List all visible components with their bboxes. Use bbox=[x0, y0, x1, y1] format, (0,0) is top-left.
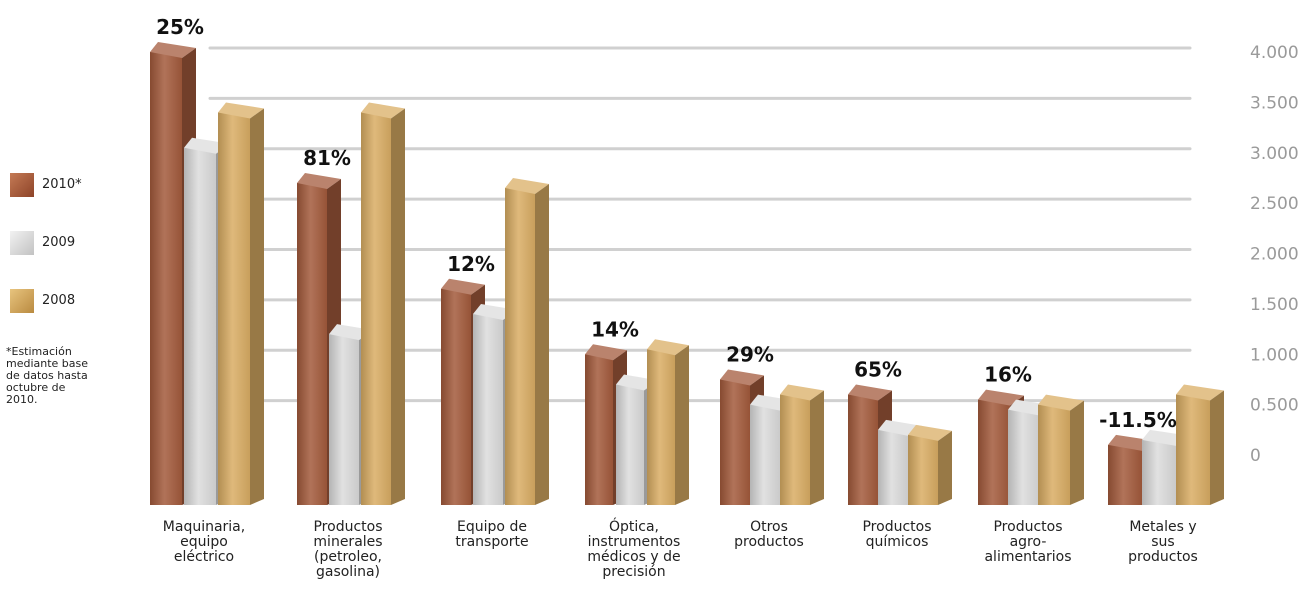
bar bbox=[780, 384, 824, 505]
bar-face bbox=[1176, 394, 1210, 505]
bar-face bbox=[647, 349, 675, 505]
bar-top bbox=[297, 172, 341, 189]
x-tick-label: Maquinaria, equipo eléctrico bbox=[163, 519, 245, 565]
bar-top bbox=[1038, 394, 1084, 411]
bar-side bbox=[675, 345, 689, 505]
bar-face bbox=[329, 334, 359, 505]
bar-face bbox=[1142, 439, 1176, 505]
bar-face bbox=[585, 354, 613, 505]
bar-face bbox=[1038, 404, 1070, 505]
bar-top bbox=[150, 42, 196, 58]
legend-swatch-2008 bbox=[10, 289, 34, 313]
bar-face bbox=[616, 384, 644, 505]
legend-label-2009: 2009 bbox=[42, 235, 76, 250]
y-tick-label: 4.000 bbox=[1250, 43, 1299, 63]
bar-top bbox=[361, 102, 405, 119]
x-tick-label: Óptica, instrumentos médicos y de precisión bbox=[587, 517, 680, 580]
bar bbox=[647, 339, 689, 505]
y-tick-label: 0.500 bbox=[1250, 396, 1299, 416]
growth-label-layer: 25% 81% 12% 14% 29% 65% 16% -11.5% bbox=[156, 15, 1177, 432]
bar-layer bbox=[150, 42, 1224, 505]
y-tick-label: 3.500 bbox=[1250, 93, 1299, 113]
bar-face bbox=[1108, 444, 1142, 505]
y-tick-label: 1.500 bbox=[1250, 295, 1299, 315]
legend-item-2009: 2009 bbox=[10, 231, 150, 259]
bar-top bbox=[848, 384, 892, 401]
bar-face bbox=[297, 182, 327, 505]
bar bbox=[1176, 384, 1224, 505]
bar-top bbox=[585, 344, 627, 361]
bar-top bbox=[218, 102, 264, 119]
bar-top bbox=[908, 424, 952, 441]
bar-face bbox=[750, 404, 780, 505]
bar bbox=[878, 419, 922, 505]
legend-swatch-2010 bbox=[10, 173, 34, 197]
bar-face bbox=[908, 434, 938, 505]
y-tick-label: 2.500 bbox=[1250, 194, 1299, 214]
legend-label-2008: 2008 bbox=[42, 293, 76, 308]
x-tick-label: Metales y sus productos bbox=[1128, 519, 1198, 565]
bar-face bbox=[1008, 409, 1040, 505]
bar bbox=[218, 102, 264, 505]
legend-label-2010: 2010* bbox=[42, 177, 82, 192]
bar-side bbox=[391, 108, 405, 505]
bar-face bbox=[473, 313, 503, 505]
bar-face bbox=[505, 188, 535, 505]
bar-top bbox=[441, 278, 485, 295]
bar-face bbox=[184, 147, 216, 505]
bar bbox=[908, 424, 952, 505]
legend-item-2008: 2008 bbox=[10, 289, 150, 317]
bar-top bbox=[505, 178, 549, 195]
y-tick-label: 0 bbox=[1250, 446, 1261, 466]
bar-side bbox=[1070, 400, 1084, 505]
bar-face bbox=[978, 399, 1010, 505]
bar-top bbox=[978, 389, 1024, 406]
growth-label: 65% bbox=[854, 358, 902, 382]
bar-side bbox=[810, 390, 824, 505]
x-tick-label: Productos químicos bbox=[862, 519, 931, 550]
bar-face bbox=[878, 429, 908, 505]
x-tick-label: Productos agro-alimentarios bbox=[984, 519, 1071, 565]
x-tick-label: Equipo de transporte bbox=[455, 519, 528, 550]
bar-side bbox=[938, 430, 952, 505]
bar-side bbox=[250, 108, 264, 505]
y-tick-label: 2.000 bbox=[1250, 245, 1299, 265]
legend-swatch-2009 bbox=[10, 231, 34, 255]
legend-item-2010: 2010* bbox=[10, 173, 150, 201]
bar-top bbox=[720, 369, 764, 386]
growth-label: 29% bbox=[726, 342, 774, 366]
bar-side bbox=[535, 184, 549, 505]
category-label-layer: Maquinaria, equipo eléctrico Productos miner… bbox=[163, 517, 1198, 580]
x-tick-label: Productos minerales (petroleo, gasolina) bbox=[313, 519, 382, 580]
bar-top bbox=[647, 339, 689, 356]
bar-side bbox=[1210, 390, 1224, 505]
bar-face bbox=[361, 112, 391, 505]
bar-face bbox=[441, 288, 471, 505]
bar-face bbox=[150, 52, 182, 505]
growth-label: 14% bbox=[591, 317, 639, 341]
bar-face bbox=[780, 394, 810, 505]
growth-label: 16% bbox=[984, 363, 1032, 387]
bar bbox=[361, 102, 405, 505]
y-tick-label: 3.000 bbox=[1250, 144, 1299, 164]
footnote: *Estimación mediante base de datos hasta… bbox=[6, 345, 89, 406]
bar-top bbox=[780, 384, 824, 401]
growth-label: 25% bbox=[156, 15, 204, 39]
growth-label: -11.5% bbox=[1099, 408, 1177, 432]
ytick-layer: 0 0.500 1.000 1.500 2.000 2.500 3.000 3.500 4.00… bbox=[1250, 43, 1299, 466]
growth-label: 12% bbox=[447, 252, 495, 276]
growth-label: 81% bbox=[303, 146, 351, 170]
bar bbox=[1038, 394, 1084, 505]
bar-face bbox=[848, 394, 878, 505]
bar-face bbox=[720, 379, 750, 505]
bar-top bbox=[1176, 384, 1224, 401]
bar bbox=[505, 178, 549, 505]
x-tick-label: Otros productos bbox=[734, 519, 804, 550]
bar-face bbox=[218, 112, 250, 505]
y-tick-label: 1.000 bbox=[1250, 345, 1299, 365]
